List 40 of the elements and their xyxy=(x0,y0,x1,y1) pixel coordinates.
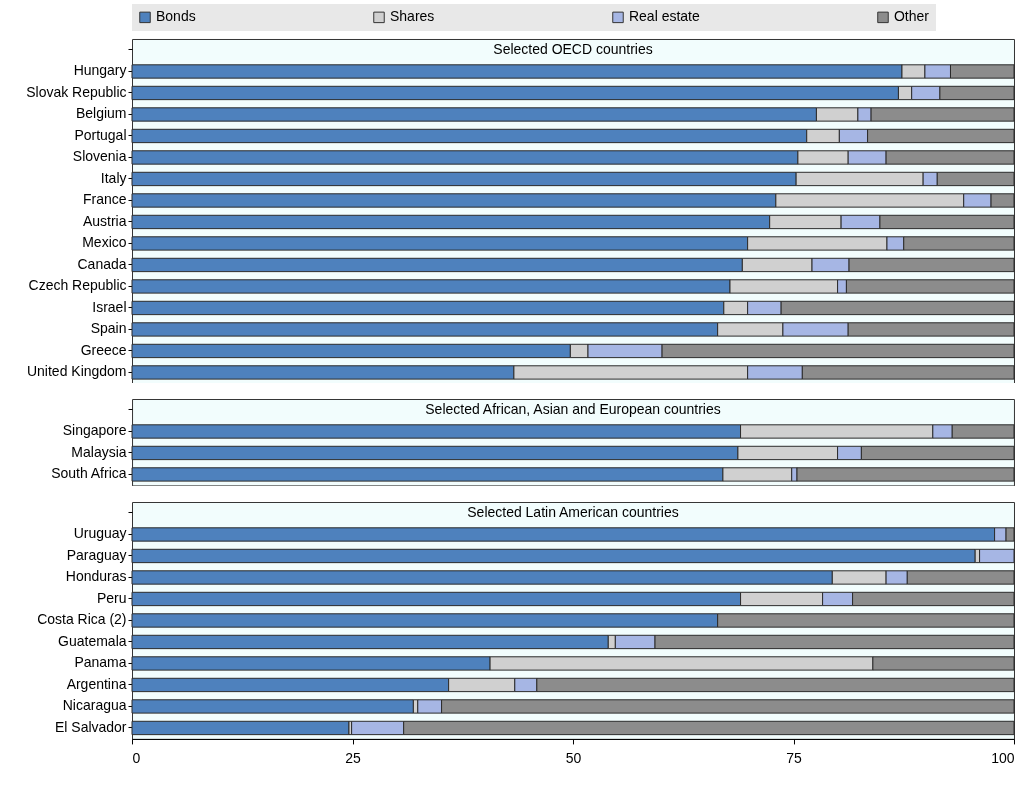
legend-label: Other xyxy=(893,8,930,25)
y-tick-label: Malaysia xyxy=(71,444,127,461)
legend-label: Shares xyxy=(390,8,435,25)
x-tick-label: 25 xyxy=(345,750,361,767)
y-tick-label: Spain xyxy=(90,320,127,337)
chart-title: Selected OECD countries xyxy=(493,40,653,57)
y-tick-label: Portugal xyxy=(74,126,127,143)
y-tick-label: Slovak Republic xyxy=(26,83,127,100)
chart-title: Selected Latin American countries xyxy=(467,503,679,520)
y-tick-label: Peru xyxy=(96,589,127,606)
y-tick-label: Argentina xyxy=(66,675,127,692)
x-tick-label: 100 xyxy=(991,750,1015,767)
y-tick-label: Italy xyxy=(100,169,127,186)
x-tick-label: 75 xyxy=(786,750,802,767)
y-tick-label: Hungary xyxy=(73,62,127,79)
x-tick-label: 0 xyxy=(132,750,141,767)
y-tick-label: Czech Republic xyxy=(28,277,127,294)
y-tick-label: South Africa xyxy=(51,465,127,482)
y-tick-label: Israel xyxy=(92,298,127,315)
legend-label: Bonds xyxy=(156,8,196,25)
y-tick-label: Singapore xyxy=(62,422,127,439)
y-tick-label: Guatemala xyxy=(58,632,127,649)
y-tick-label: Austria xyxy=(82,212,127,229)
y-tick-label: Greece xyxy=(80,341,127,358)
y-tick-label: Nicaragua xyxy=(62,697,127,714)
y-tick-label: Slovenia xyxy=(72,148,127,165)
legend-label: Real estate xyxy=(629,8,700,25)
chart-title: Selected African, Asian and European countries xyxy=(425,401,721,418)
y-tick-label: United Kingdom xyxy=(26,363,127,380)
y-tick-label: El Salvador xyxy=(55,718,127,735)
y-tick-label: Panama xyxy=(74,654,127,671)
y-tick-label: Costa Rica (2) xyxy=(37,611,127,628)
y-tick-label: Mexico xyxy=(82,234,127,251)
x-tick-label: 50 xyxy=(565,750,582,767)
y-tick-label: Paraguay xyxy=(66,546,127,563)
y-tick-label: Belgium xyxy=(75,105,127,122)
y-tick-label: France xyxy=(82,191,127,208)
y-tick-label: Uruguay xyxy=(73,525,127,542)
y-tick-label: Honduras xyxy=(65,568,127,585)
y-tick-label: Canada xyxy=(77,255,127,272)
